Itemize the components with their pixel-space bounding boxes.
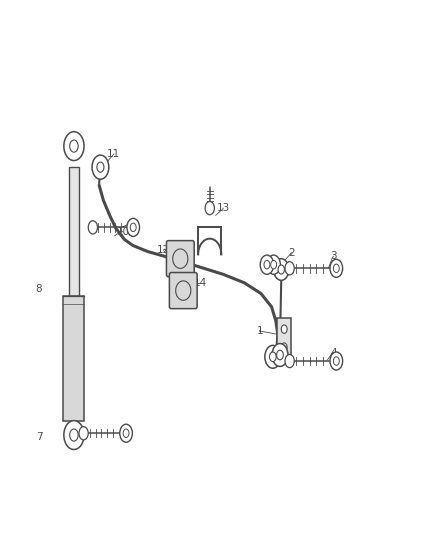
Circle shape — [70, 429, 78, 441]
Circle shape — [281, 325, 287, 333]
Circle shape — [70, 140, 78, 152]
FancyBboxPatch shape — [170, 272, 197, 309]
Circle shape — [130, 223, 136, 231]
Text: 2: 2 — [288, 248, 295, 257]
Circle shape — [272, 344, 288, 366]
Circle shape — [205, 201, 214, 215]
Circle shape — [97, 162, 104, 172]
Text: 10: 10 — [117, 227, 130, 237]
Circle shape — [127, 219, 140, 237]
Circle shape — [285, 354, 294, 368]
Text: 8: 8 — [36, 284, 42, 294]
Circle shape — [333, 357, 339, 365]
Circle shape — [64, 421, 84, 449]
Circle shape — [64, 132, 84, 160]
Circle shape — [281, 343, 287, 351]
Text: 12: 12 — [157, 245, 170, 255]
Bar — [69, 167, 78, 296]
Text: 9: 9 — [130, 217, 136, 228]
Circle shape — [330, 259, 343, 277]
Circle shape — [274, 259, 289, 280]
Text: 11: 11 — [107, 149, 120, 159]
Circle shape — [79, 426, 88, 440]
Circle shape — [264, 261, 270, 269]
Circle shape — [277, 350, 283, 360]
Text: 3: 3 — [330, 251, 337, 261]
Text: 4: 4 — [330, 348, 337, 358]
Text: 1: 1 — [257, 326, 264, 336]
Circle shape — [271, 261, 277, 269]
Circle shape — [330, 352, 343, 370]
Circle shape — [333, 264, 339, 272]
Circle shape — [120, 424, 132, 442]
Text: 13: 13 — [216, 203, 230, 213]
Text: 5: 5 — [124, 426, 131, 436]
Circle shape — [278, 265, 284, 274]
Circle shape — [269, 352, 276, 361]
FancyBboxPatch shape — [166, 240, 194, 277]
Bar — [277, 318, 291, 359]
Circle shape — [265, 345, 281, 368]
Circle shape — [267, 255, 280, 274]
Text: 14: 14 — [194, 278, 207, 288]
Circle shape — [88, 221, 98, 234]
Bar — [64, 296, 85, 421]
Circle shape — [123, 429, 129, 438]
Text: 7: 7 — [36, 432, 42, 442]
Circle shape — [285, 262, 294, 275]
Circle shape — [92, 155, 109, 179]
Circle shape — [260, 255, 274, 274]
